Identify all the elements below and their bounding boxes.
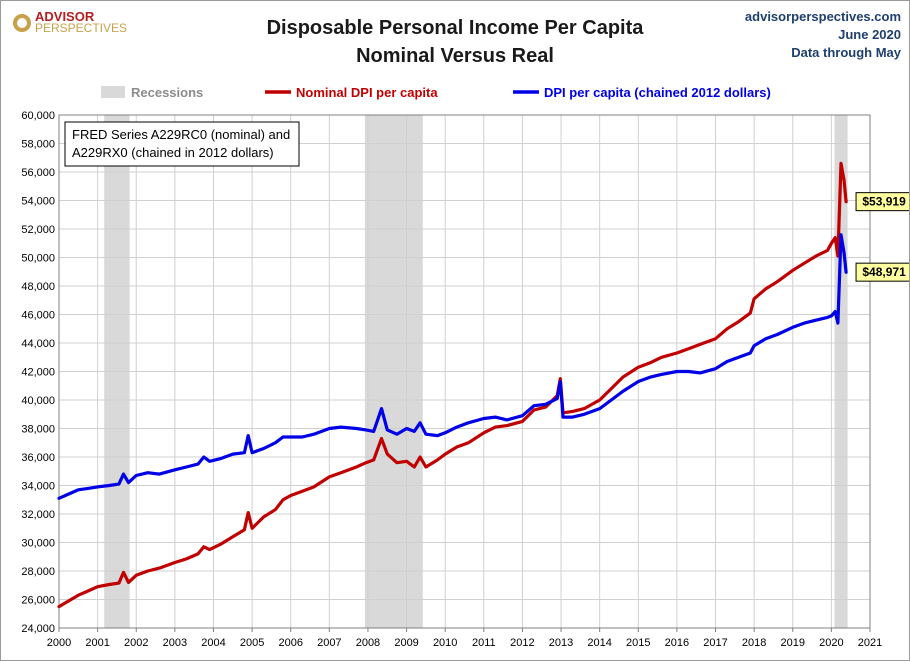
series-line-real [57,233,848,500]
y-tick-label-16: 56,000 [21,167,55,179]
x-tick-label-14: 2014 [587,637,611,649]
end-label-text-0: $53,919 [862,195,906,209]
x-tick-label-11: 2011 [472,637,496,649]
y-tick-label-9: 42,000 [21,367,55,379]
y-tick-label-14: 52,000 [21,224,55,236]
x-tick-label-20: 2020 [819,637,843,649]
end-label-1: $48,971 [855,262,909,282]
y-tick-label-3: 30,000 [21,538,55,550]
x-tick-label-6: 2006 [278,637,302,649]
legend: Recessions Nominal DPI per capita DPI pe… [101,85,771,100]
y-tick-label-6: 36,000 [21,452,55,464]
source-site: advisorperspectives.com [745,9,901,24]
x-tick-label-13: 2013 [549,637,573,649]
x-tick-label-21: 2021 [858,637,882,649]
y-tick-label-5: 34,000 [21,481,55,493]
x-tick-label-18: 2018 [742,637,766,649]
source-note: Data through May [791,45,902,60]
x-tick-label-16: 2016 [665,637,689,649]
note-box: FRED Series A229RC0 (nominal) and A229RX… [64,121,300,167]
x-tick-label-4: 2004 [201,637,225,649]
note-box-bg [64,121,300,167]
x-tick-label-7: 2007 [317,637,341,649]
note-line2: A229RX0 (chained in 2012 dollars) [72,145,274,160]
y-tick-label-7: 38,000 [21,424,55,436]
x-tick-label-1: 2001 [85,637,109,649]
logo: ADVISOR PERSPECTIVES [13,9,127,35]
legend-recessions: Recessions [131,85,203,100]
x-tick-label-10: 2010 [433,637,457,649]
logo-line1: ADVISOR [35,9,95,24]
gridlines [58,114,871,629]
note-line1: FRED Series A229RC0 (nominal) and [72,127,290,142]
y-tick-label-4: 32,000 [21,509,55,521]
y-tick-label-18: 60,000 [21,110,55,122]
x-tick-label-0: 2000 [47,637,71,649]
plot-area-border [58,114,871,629]
y-tick-label-11: 46,000 [21,310,55,322]
x-tick-label-5: 2005 [240,637,264,649]
x-tick-label-2: 2002 [124,637,148,649]
y-tick-label-12: 48,000 [21,281,55,293]
x-tick-label-19: 2019 [781,637,805,649]
y-axis-ticks: 24,000 26,000 28,000 30,000 32,000 34,000 36,0… [21,110,55,635]
x-tick-label-17: 2017 [703,637,727,649]
end-label-box-1 [855,262,909,282]
legend-recession-swatch [101,86,125,98]
y-tick-label-10: 44,000 [21,338,55,350]
y-tick-label-2: 28,000 [21,566,55,578]
x-tick-label-3: 2003 [163,637,187,649]
source-date: June 2020 [838,27,901,42]
chart-title-line2: Nominal Versus Real [356,45,554,67]
y-tick-label-0: 24,000 [21,623,55,635]
x-tick-label-15: 2015 [626,637,650,649]
y-tick-label-15: 54,000 [21,196,55,208]
x-tick-label-12: 2012 [510,637,534,649]
x-axis-ticks: 2000 2001 2002 2003 2004 2005 2006 2007 2008 2009… [47,628,882,649]
x-tick-label-9: 2009 [394,637,418,649]
legend-nominal: Nominal DPI per capita [296,85,438,100]
end-label-text-1: $48,971 [862,265,906,279]
end-value-labels: $53,919 $48,971 [855,192,909,282]
end-label-box-0 [855,192,909,212]
y-tick-label-1: 26,000 [21,595,55,607]
y-tick-label-13: 50,000 [21,253,55,265]
y-tick-label-17: 58,000 [21,139,55,151]
x-tick-label-8: 2008 [356,637,380,649]
series-line-nominal [57,161,848,609]
series-lines [57,161,848,609]
y-tick-label-8: 40,000 [21,395,55,407]
chart-title-line1: Disposable Personal Income Per Capita [267,17,645,39]
end-label-0: $53,919 [855,192,909,212]
legend-real: DPI per capita (chained 2012 dollars) [544,85,771,100]
logo-line2: PERSPECTIVES [35,21,127,35]
